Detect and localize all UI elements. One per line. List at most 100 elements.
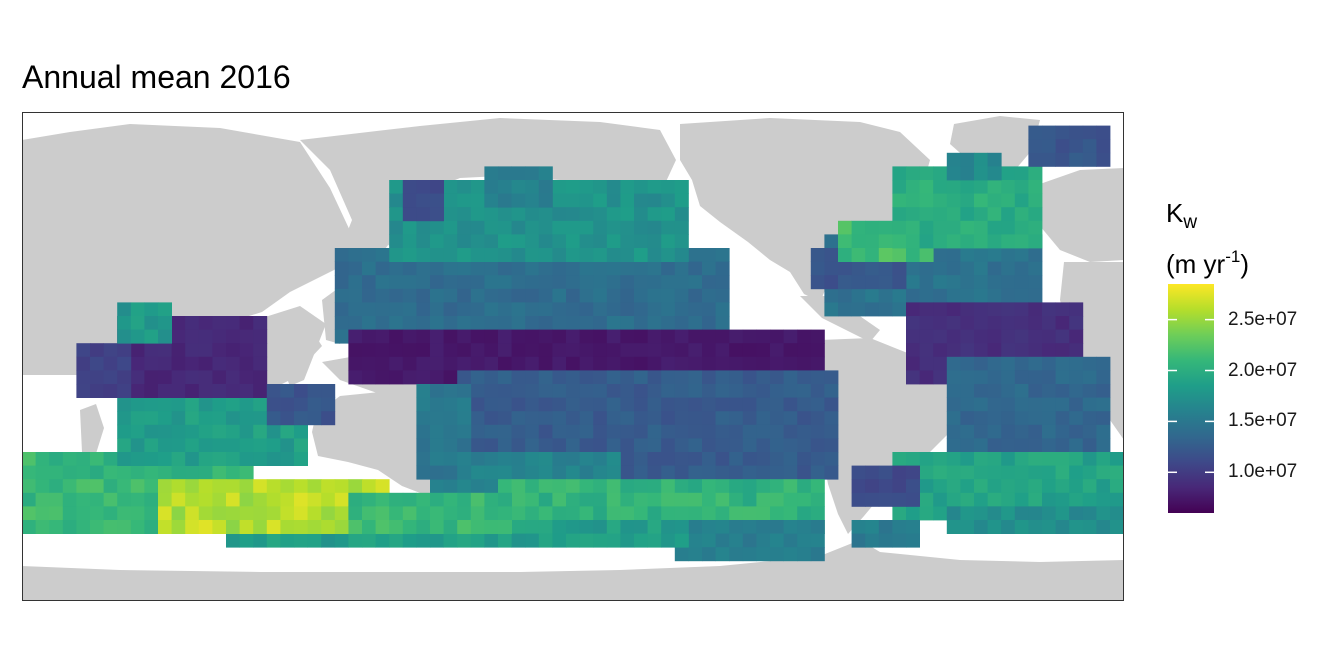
grid-cell — [212, 506, 227, 521]
grid-cell — [1001, 452, 1016, 466]
grid-cell — [430, 316, 444, 330]
grid-cell — [280, 438, 295, 453]
grid-cell — [878, 261, 893, 276]
grid-cell — [566, 479, 580, 494]
grid-cell — [810, 479, 825, 494]
grid-cell — [606, 533, 621, 548]
grid-cell — [470, 465, 485, 480]
grid-cell — [253, 384, 268, 398]
grid-cell — [389, 343, 404, 358]
grid-cell — [402, 329, 417, 344]
grid-cell — [117, 492, 132, 507]
grid-cell — [117, 329, 132, 344]
grid-cell — [443, 479, 458, 494]
grid-cell — [171, 343, 186, 358]
grid-cell — [674, 465, 689, 480]
grid-cell — [484, 411, 499, 426]
grid-cell — [498, 193, 512, 208]
grid-cell — [1028, 207, 1043, 222]
grid-cell — [416, 316, 431, 330]
madagascar-land — [80, 404, 104, 460]
grid-cell — [1042, 465, 1056, 480]
grid-cell — [729, 438, 744, 453]
grid-cell — [185, 370, 200, 385]
grid-cell — [906, 356, 920, 371]
grid-cell — [593, 207, 608, 222]
grid-cell — [593, 411, 608, 426]
grid-cell — [579, 248, 594, 262]
grid-cell — [810, 438, 825, 453]
grid-cell — [620, 424, 635, 439]
grid-cell — [770, 438, 784, 453]
grid-cell — [742, 329, 757, 344]
grid-cell — [511, 275, 526, 290]
grid-cell — [933, 193, 948, 208]
grid-cell — [729, 547, 744, 562]
grid-cell — [144, 329, 159, 344]
grid-cell — [375, 302, 390, 317]
grid-cell — [702, 492, 716, 507]
grid-cell — [647, 438, 662, 453]
grid-cell — [974, 384, 988, 398]
grid-cell — [824, 261, 839, 276]
grid-cell — [566, 397, 580, 412]
grid-cell — [212, 438, 227, 453]
grid-cell — [484, 370, 499, 385]
grid-cell — [1082, 370, 1097, 385]
grid-cell — [266, 452, 281, 466]
grid-cell — [348, 492, 363, 507]
grid-cell — [538, 220, 553, 235]
grid-cell — [974, 180, 988, 194]
grid-cell — [566, 288, 580, 303]
grid-cell — [334, 492, 349, 507]
grid-cell — [634, 452, 648, 466]
grid-cell — [946, 180, 961, 194]
grid-cell — [1055, 139, 1070, 154]
grid-cell — [484, 384, 499, 398]
grid-cell — [715, 329, 730, 344]
grid-cell — [851, 288, 866, 303]
grid-cell — [525, 506, 540, 521]
grid-cell — [538, 329, 553, 344]
grid-cell — [919, 356, 934, 371]
grid-cell — [566, 193, 580, 208]
grid-cell — [865, 275, 880, 290]
grid-cell — [348, 343, 363, 358]
legend-tick-label: 1.0e+07 — [1228, 461, 1298, 483]
grid-cell — [661, 533, 676, 548]
grid-cell — [634, 316, 648, 330]
grid-cell — [797, 520, 812, 534]
grid-cell — [770, 479, 784, 494]
grid-cell — [1028, 356, 1043, 371]
grid-cell — [620, 492, 635, 507]
grid-cell — [606, 424, 621, 439]
grid-cell — [715, 424, 730, 439]
grid-cell — [348, 288, 363, 303]
grid-cell — [416, 452, 431, 466]
grid-cell — [443, 207, 458, 222]
grid-cell — [715, 316, 730, 330]
grid-cell — [1042, 384, 1056, 398]
grid-cell — [878, 288, 893, 303]
grid-cell — [525, 248, 540, 262]
grid-cell — [1001, 193, 1016, 208]
grid-cell — [593, 370, 608, 385]
grid-cell — [1082, 139, 1097, 154]
grid-cell — [946, 207, 961, 222]
grid-cell — [511, 180, 526, 194]
grid-cell — [375, 479, 390, 494]
grid-cell — [117, 384, 132, 398]
grid-cell — [974, 248, 988, 262]
grid-cell — [1028, 411, 1043, 426]
grid-cell — [457, 438, 472, 453]
grid-cell — [239, 520, 254, 534]
grid-cell — [538, 438, 553, 453]
grid-cell — [430, 520, 444, 534]
grid-cell — [1055, 125, 1070, 140]
central-america-land — [800, 296, 880, 342]
grid-cell — [498, 343, 512, 358]
grid-cell — [389, 356, 404, 371]
grid-cell — [729, 411, 744, 426]
grid-cell — [974, 438, 988, 453]
grid-cell — [239, 411, 254, 426]
